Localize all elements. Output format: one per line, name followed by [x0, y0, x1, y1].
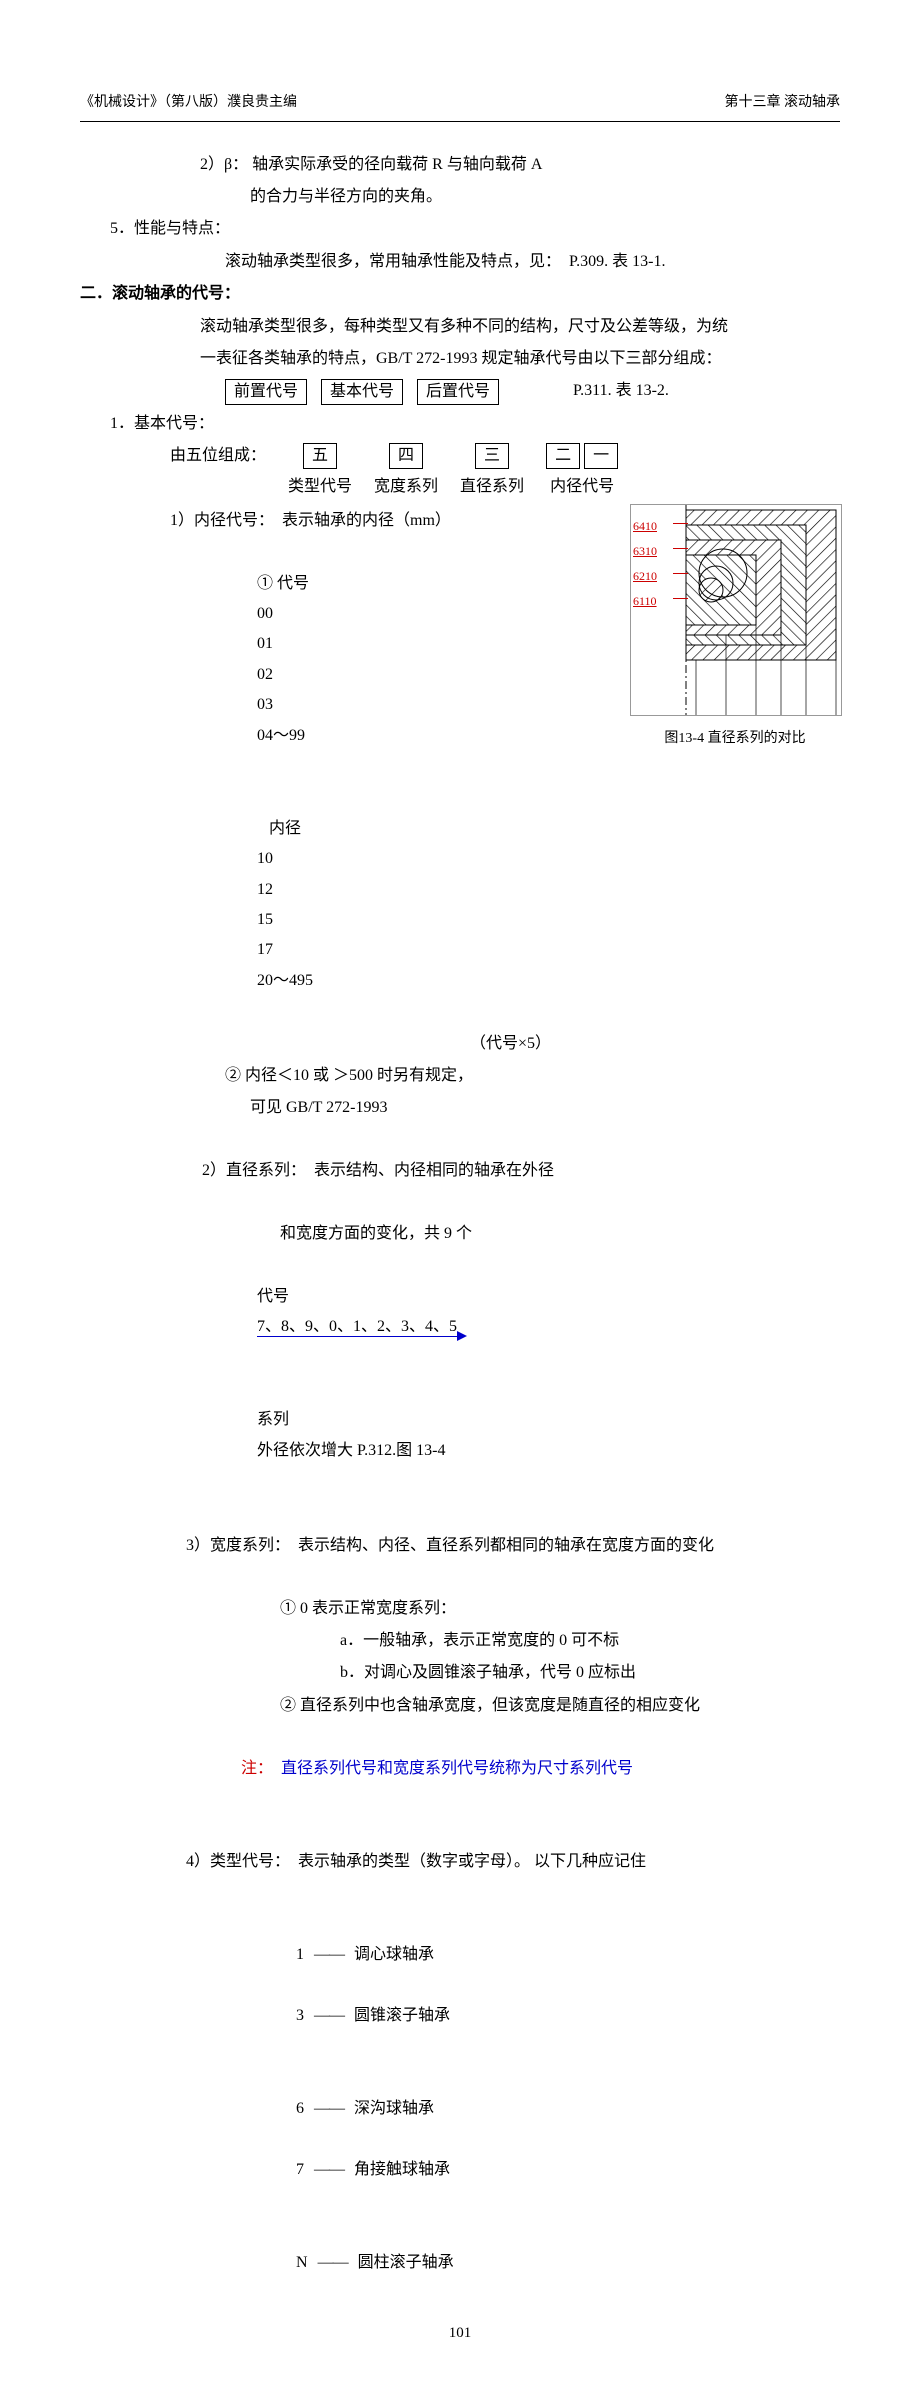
page: 《机械设计》（第八版）濮良贵主编 第十三章 滚动轴承 2）β： 轴承实际承受的径…: [0, 0, 920, 2387]
header-right: 第十三章 滚动轴承: [725, 90, 841, 117]
box-2: 二: [546, 443, 580, 469]
note-line: 注： 直径系列代号和宽度系列代号统称为尺寸系列代号: [80, 1723, 840, 1814]
header-left: 《机械设计》（第八版）濮良贵主编: [80, 90, 297, 117]
arrowhead-icon: [457, 1331, 467, 1341]
table-row: 内径 10 12 15 17 20～495: [80, 783, 610, 1026]
bearing-diagram: [631, 505, 841, 715]
text-line: 和宽度方面的变化，共 9 个: [80, 1219, 610, 1249]
type-row: 1——调心球轴承 3——圆锥滚子轴承: [80, 1909, 840, 2061]
fig-label: 6110: [633, 590, 657, 613]
heading-2: 二．滚动轴承的代号：: [80, 279, 840, 309]
label: 由五位组成：: [170, 441, 266, 471]
text-line: 1）内径代号： 表示轴承的内径（mm）: [80, 506, 610, 536]
text-line: ② 直径系列中也含轴承宽度，但该宽度是随直径的相应变化: [80, 1691, 840, 1721]
label: 内径代号: [550, 478, 614, 495]
text-line: 代号 7、8、9、0、1、2、3、4、5: [80, 1251, 610, 1373]
text-line: （代号×5）: [80, 1029, 610, 1059]
box-4: 四: [389, 443, 423, 469]
fig-label: 6410: [633, 515, 657, 538]
text-line: 3）宽度系列： 表示结构、内径、直径系列都相同的轴承在宽度方面的变化: [80, 1500, 840, 1591]
box-1: 一: [584, 443, 618, 469]
table-row: ① 代号 00 01 02 03 04～99: [80, 538, 610, 781]
ref-text: P.311. 表 13-2.: [573, 376, 669, 406]
two-column-region: 1）内径代号： 表示轴承的内径（mm） ① 代号 00 01 02 03 04～…: [80, 504, 840, 1499]
text-line: 滚动轴承类型很多，每种类型又有多种不同的结构，尺寸及公差等级，为统: [80, 312, 840, 342]
left-column: 1）内径代号： 表示轴承的内径（mm） ① 代号 00 01 02 03 04～…: [80, 504, 610, 1499]
box-5: 五: [303, 443, 337, 469]
text-line: 4）类型代号： 表示轴承的类型（数字或字母）。 以下几种应记住: [80, 1816, 840, 1907]
text-line: ② 内径＜10 或 ＞500 时另有规定，: [80, 1061, 610, 1091]
section-5-title: 5．性能与特点：: [80, 214, 840, 244]
subsection-title: 1．基本代号：: [80, 409, 840, 439]
fig-label: 6310: [633, 540, 657, 563]
note-label: 注：: [241, 1760, 273, 1777]
arrow-sequence: 7、8、9、0、1、2、3、4、5: [257, 1318, 457, 1337]
label: 宽度系列: [374, 478, 438, 495]
text-line: 可见 GB/T 272-1993: [80, 1093, 610, 1123]
text-line: 滚动轴承类型很多，常用轴承性能及特点，见： P.309. 表 13-1.: [80, 247, 840, 277]
figure-body: 6410 6310 6210 6110: [630, 504, 842, 716]
label: 类型代号: [288, 478, 352, 495]
figure-13-4: 6410 6310 6210 6110 图13-4 直径系列的对比: [630, 504, 840, 1499]
text-line: 的合力与半径方向的夹角。: [80, 182, 840, 212]
box-prefix: 前置代号: [225, 379, 307, 405]
page-number: 101: [80, 2319, 840, 2348]
box-suffix: 后置代号: [417, 379, 499, 405]
figure-caption: 图13-4 直径系列的对比: [630, 726, 840, 753]
text-line: 2）β： 轴承实际承受的径向载荷 R 与轴向载荷 A: [80, 150, 840, 180]
code-boxes-row: 前置代号 基本代号 后置代号 P.311. 表 13-2.: [80, 376, 840, 406]
label: 直径系列: [460, 478, 524, 495]
text-line: a．一般轴承，表示正常宽度的 0 可不标: [80, 1626, 840, 1656]
type-row: 6——深沟球轴承 7——角接触球轴承: [80, 2063, 840, 2215]
five-digit-row: 由五位组成： 五类型代号 四宽度系列 三直径系列 二 一内径代号: [80, 441, 840, 502]
text-line: 一表征各类轴承的特点，GB/T 272-1993 规定轴承代号由以下三部分组成：: [80, 344, 840, 374]
text-line: b．对调心及圆锥滚子轴承，代号 0 应标出: [80, 1658, 840, 1688]
text-line: ① 0 表示正常宽度系列：: [80, 1594, 840, 1624]
type-row: N——圆柱滚子轴承: [80, 2217, 840, 2308]
box-basic: 基本代号: [321, 379, 403, 405]
text-line: 系列 外径依次增大 P.312.图 13-4: [80, 1375, 610, 1497]
text-line: 2）直径系列： 表示结构、内径相同的轴承在外径: [80, 1126, 610, 1217]
page-header: 《机械设计》（第八版）濮良贵主编 第十三章 滚动轴承: [80, 90, 840, 122]
box-3: 三: [475, 443, 509, 469]
fig-label: 6210: [633, 565, 657, 588]
